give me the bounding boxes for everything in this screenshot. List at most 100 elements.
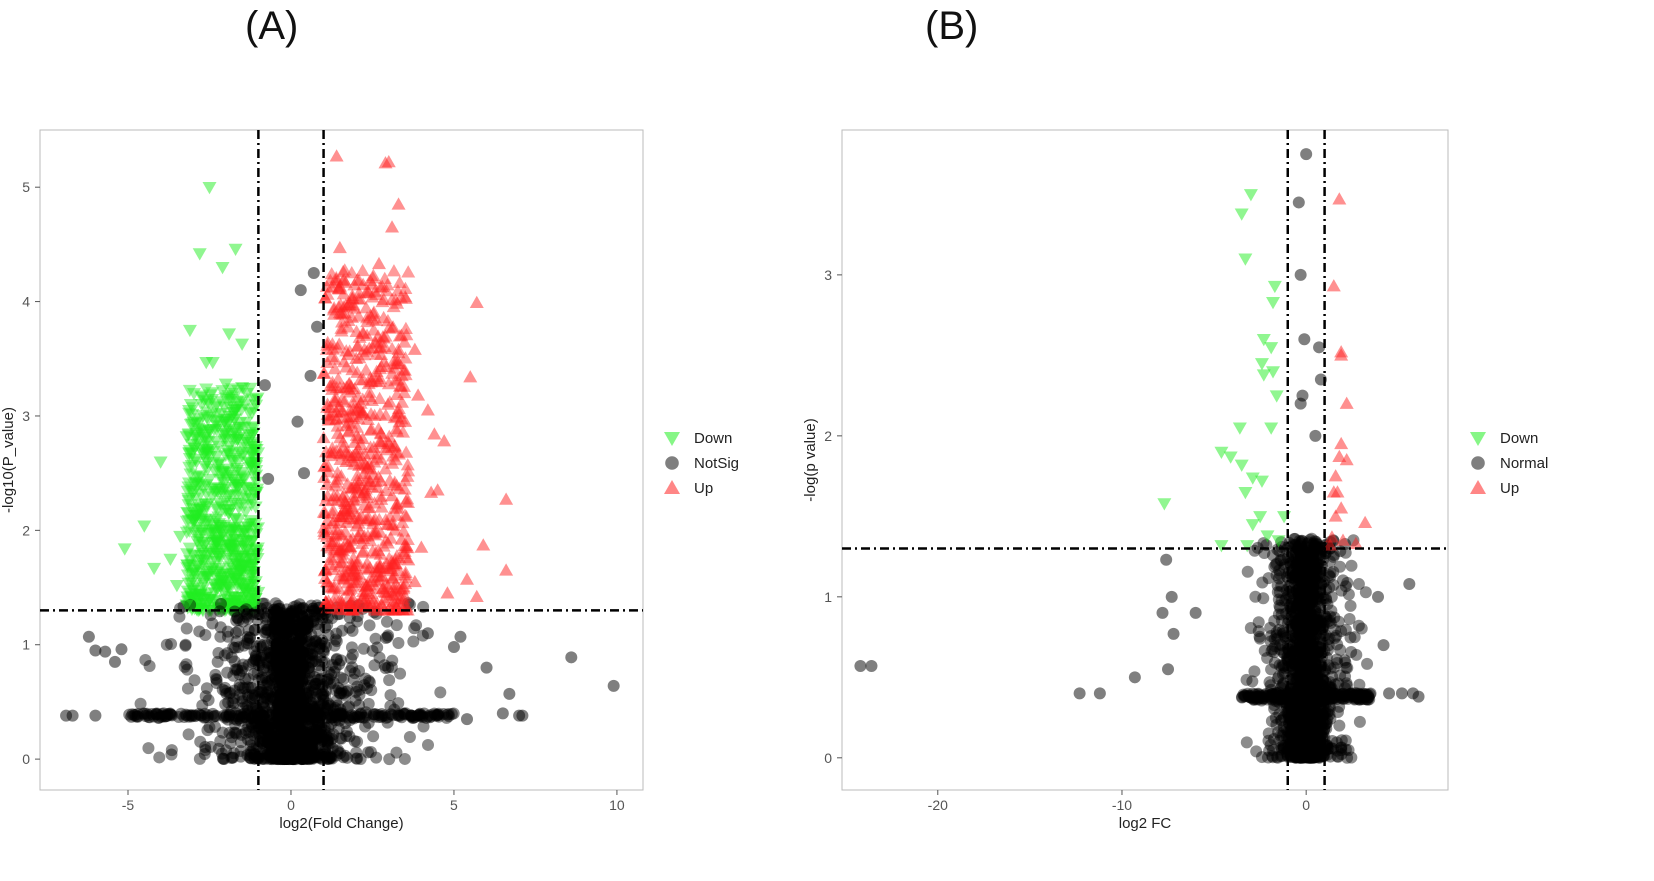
data-point: [268, 749, 281, 762]
data-point: [1311, 749, 1324, 762]
data-point: [233, 567, 248, 581]
data-point: [214, 543, 229, 556]
data-point: [1275, 681, 1288, 694]
data-point: [360, 344, 375, 357]
data-point: [390, 619, 403, 632]
data-point: [390, 354, 405, 367]
data-point: [304, 369, 317, 382]
data-point: [189, 710, 202, 723]
data-point: [329, 272, 344, 285]
data-point: [209, 668, 222, 681]
data-point: [1255, 751, 1268, 764]
data-point: [329, 149, 344, 162]
data-point: [245, 752, 258, 765]
data-point: [1324, 566, 1337, 579]
data-point: [358, 579, 373, 593]
data-point: [237, 535, 252, 548]
data-point: [392, 592, 407, 605]
data-point: [1261, 689, 1274, 702]
data-point: [355, 392, 370, 405]
data-point: [1316, 689, 1329, 702]
data-point: [265, 718, 278, 731]
data-point: [248, 543, 263, 557]
data-point: [236, 692, 249, 705]
data-point: [424, 710, 437, 723]
data-point: [356, 372, 371, 386]
data-point: [1339, 670, 1352, 683]
data-point: [180, 485, 195, 499]
data-point: [236, 582, 251, 596]
data-point: [189, 470, 204, 483]
data-point: [237, 437, 252, 450]
data-point: [204, 609, 217, 622]
data-point: [209, 424, 224, 437]
data-point: [190, 598, 205, 611]
data-point: [237, 639, 250, 652]
data-point: [363, 309, 378, 322]
data-point: [1360, 693, 1373, 706]
data-point: [302, 709, 315, 722]
data-point: [233, 688, 246, 701]
data-point: [271, 752, 284, 765]
panel-label-b: (B): [925, 4, 979, 48]
data-point: [209, 537, 224, 550]
data-point: [234, 744, 247, 757]
data-point: [197, 513, 212, 527]
data-point: [332, 337, 347, 350]
data-point: [318, 594, 333, 608]
data-point: [329, 380, 344, 394]
data-point: [260, 720, 273, 733]
data-point: [191, 588, 206, 601]
data-point: [1340, 677, 1353, 690]
data-point: [196, 577, 211, 591]
data-point: [265, 746, 278, 759]
data-point: [257, 649, 270, 662]
data-point: [212, 563, 227, 576]
data-point: [1294, 397, 1307, 410]
data-point: [330, 709, 343, 722]
data-point: [325, 337, 340, 350]
data-point: [1359, 687, 1372, 700]
data-point: [325, 375, 340, 388]
data-point: [227, 669, 240, 682]
data-point: [232, 478, 247, 491]
data-point: [308, 747, 321, 760]
data-point: [324, 750, 337, 763]
data-point: [323, 446, 338, 459]
data-point: [214, 531, 229, 545]
data-point: [182, 405, 197, 418]
data-point: [242, 709, 255, 722]
data-point: [310, 687, 323, 700]
data-point: [258, 723, 271, 736]
data-point: [1352, 578, 1365, 591]
data-point: [325, 445, 340, 458]
data-point: [241, 550, 256, 563]
data-point: [429, 708, 442, 721]
data-point: [301, 749, 314, 762]
data-point: [1350, 648, 1363, 661]
data-point: [324, 552, 339, 565]
data-point: [1189, 606, 1202, 619]
data-point: [206, 527, 221, 541]
data-point: [189, 427, 204, 441]
data-point: [1341, 692, 1354, 705]
data-point: [399, 707, 412, 720]
data-point: [218, 392, 233, 405]
data-point: [161, 708, 174, 721]
data-point: [346, 409, 361, 423]
data-point: [261, 721, 274, 734]
data-point: [348, 480, 363, 493]
data-point: [336, 707, 349, 720]
data-point: [239, 698, 252, 711]
data-point: [224, 454, 239, 467]
data-point: [208, 527, 223, 540]
data-point: [219, 684, 232, 697]
data-point: [402, 597, 415, 610]
data-point: [389, 600, 404, 614]
data-point: [201, 436, 216, 449]
data-point: [222, 710, 235, 723]
data-point: [1261, 690, 1274, 703]
data-point: [351, 680, 364, 693]
data-point: [249, 689, 262, 702]
data-point: [1240, 673, 1253, 686]
